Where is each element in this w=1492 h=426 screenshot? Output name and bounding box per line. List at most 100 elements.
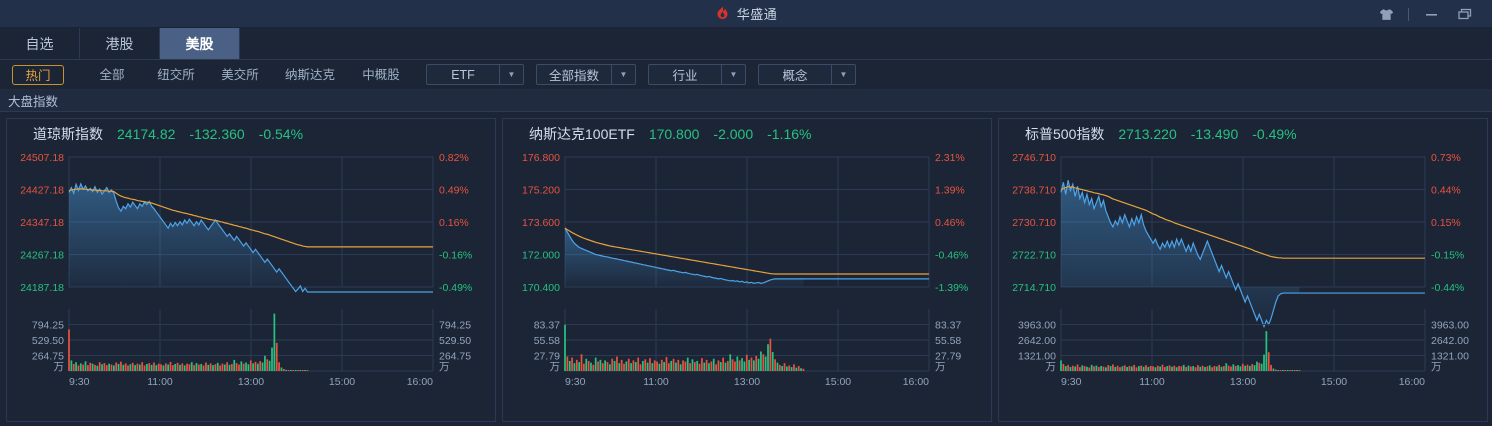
volume-bar: [195, 363, 198, 371]
quote-header: 道琼斯指数 24174.82 -132.360 -0.54%: [7, 119, 495, 149]
percent-axis-tick: 0.82%: [439, 152, 469, 164]
volume-bar: [84, 361, 87, 371]
volume-bar: [1180, 366, 1183, 371]
average-line: [564, 227, 929, 275]
time-axis-tick: 13:00: [734, 376, 760, 388]
volume-bar: [642, 360, 644, 371]
volume-bar: [259, 361, 262, 371]
chart-panel-sp500: 标普500指数 2713.220 -13.490 -0.49% 2746.710…: [998, 118, 1488, 422]
volume-bar: [271, 347, 273, 371]
volume-bar: [1234, 365, 1237, 371]
volume-bar: [646, 362, 649, 371]
percent-axis-tick: 1.39%: [935, 185, 965, 197]
volume-bar: [150, 364, 153, 371]
volume-bar: [115, 362, 118, 371]
app-title: 华盛通: [736, 7, 778, 22]
volume-bar: [219, 365, 221, 371]
volume-axis-tick: 794.25: [32, 320, 64, 332]
dropdown-all-indices[interactable]: 全部指数 ▼: [536, 64, 637, 85]
volume-bar: [1104, 367, 1107, 371]
volume-bar: [1142, 366, 1145, 371]
price-axis-tick: 172.000: [522, 250, 560, 262]
quote-header: 纳斯达克100ETF 170.800 -2.000 -1.16%: [503, 119, 991, 149]
volume-bar: [207, 364, 210, 371]
volume-bar: [266, 359, 269, 371]
volume-bar: [1274, 369, 1277, 371]
volume-bar: [134, 365, 136, 371]
tab-hk-stocks[interactable]: 港股: [80, 28, 160, 59]
volume-axis-tick: 27.79: [534, 351, 560, 363]
volume-bar: [778, 364, 781, 371]
volume-bar: [1107, 365, 1110, 371]
volume-bar: [1135, 367, 1138, 371]
time-axis-tick: 11:00: [643, 376, 669, 388]
volume-bar: [1159, 366, 1162, 371]
volume-bar: [599, 359, 602, 371]
volume-bar: [252, 363, 254, 371]
volume-bar: [1067, 364, 1069, 371]
volume-bar: [1187, 365, 1190, 371]
percent-axis-tick: 0.73%: [1431, 152, 1461, 164]
volume-bar: [127, 365, 129, 371]
intraday-chart-sp500[interactable]: 2746.710 0.73% 2738.710 0.44% 2730.710 0.15% 2…: [999, 149, 1487, 421]
volume-bar: [698, 363, 701, 371]
chevron-down-icon: ▼: [611, 65, 635, 84]
volume-bar: [110, 364, 113, 371]
volume-bar: [1090, 364, 1093, 371]
volume-bar: [72, 363, 75, 371]
dropdown-concept[interactable]: 概念 ▼: [758, 64, 857, 85]
intraday-chart-nasdaq100etf[interactable]: 176.800 2.31% 175.200 1.39% 173.600 0.46% 172.…: [503, 149, 991, 421]
restore-button[interactable]: [1448, 0, 1482, 28]
time-axis-tick: 16:00: [407, 376, 433, 388]
volume-bar: [124, 363, 127, 371]
price-axis-tick: 176.800: [522, 152, 560, 164]
filter-chip-china-concept[interactable]: 中概股: [362, 67, 400, 82]
tab-watchlist[interactable]: 自选: [0, 28, 80, 59]
volume-bar: [604, 360, 606, 371]
volume-axis-tick: 3963.00: [1018, 320, 1056, 332]
volume-bar: [701, 358, 703, 371]
volume-bar: [188, 364, 191, 371]
tab-us-stocks[interactable]: 美股: [160, 28, 240, 59]
volume-bar: [767, 344, 769, 371]
volume-bar: [216, 362, 219, 371]
volume-bar: [1232, 364, 1235, 371]
volume-bar: [146, 363, 148, 371]
skin-icon[interactable]: [1369, 0, 1403, 28]
volume-bar: [1282, 370, 1284, 371]
volume-bar: [634, 362, 637, 371]
filter-bar: 热门 全部 纽交所 美交所 纳斯达克 中概股 ETF ▼ 全部指数 ▼ 行业 ▼…: [0, 60, 1492, 90]
volume-bar: [164, 363, 167, 371]
volume-bar: [242, 363, 245, 371]
volume-bar: [1149, 365, 1152, 371]
volume-unit-label: 万: [550, 361, 561, 373]
volume-bar: [1097, 367, 1100, 371]
filter-chip-all[interactable]: 全部: [99, 67, 125, 82]
dropdown-etf[interactable]: ETF ▼: [426, 64, 524, 85]
volume-bar: [684, 361, 687, 371]
volume-bar: [294, 370, 297, 371]
filter-chip-nasdaq[interactable]: 纳斯达克: [284, 67, 335, 82]
volume-bar: [774, 359, 776, 371]
volume-bar: [696, 360, 699, 371]
minimize-button[interactable]: [1414, 0, 1448, 28]
volume-bar: [585, 358, 588, 371]
filter-chip-nyse[interactable]: 纽交所: [157, 67, 195, 82]
percent-axis-tick: -1.39%: [935, 282, 968, 294]
quote-header: 标普500指数 2713.220 -13.490 -0.49%: [999, 119, 1487, 149]
price-axis-tick: 24267.18: [20, 250, 64, 262]
volume-bar: [712, 358, 715, 371]
time-axis-tick: 9:30: [565, 376, 586, 388]
filter-chip-amex[interactable]: 美交所: [221, 67, 259, 82]
volume-bar: [129, 364, 132, 371]
volume-bar: [1298, 370, 1301, 371]
volume-bar: [193, 365, 195, 371]
dropdown-industry[interactable]: 行业 ▼: [648, 64, 747, 85]
filter-chip-hot[interactable]: 热门: [12, 64, 64, 85]
intraday-chart-dow[interactable]: 24507.18 0.82% 24427.18 0.49% 24347.18 0.16% 2…: [7, 149, 495, 421]
volume-bar: [795, 367, 798, 371]
volume-axis-tick-right: 83.37: [935, 320, 961, 332]
volume-bar: [771, 352, 774, 371]
volume-axis-tick-right: 2642.00: [1431, 335, 1469, 347]
volume-bar: [594, 357, 597, 371]
